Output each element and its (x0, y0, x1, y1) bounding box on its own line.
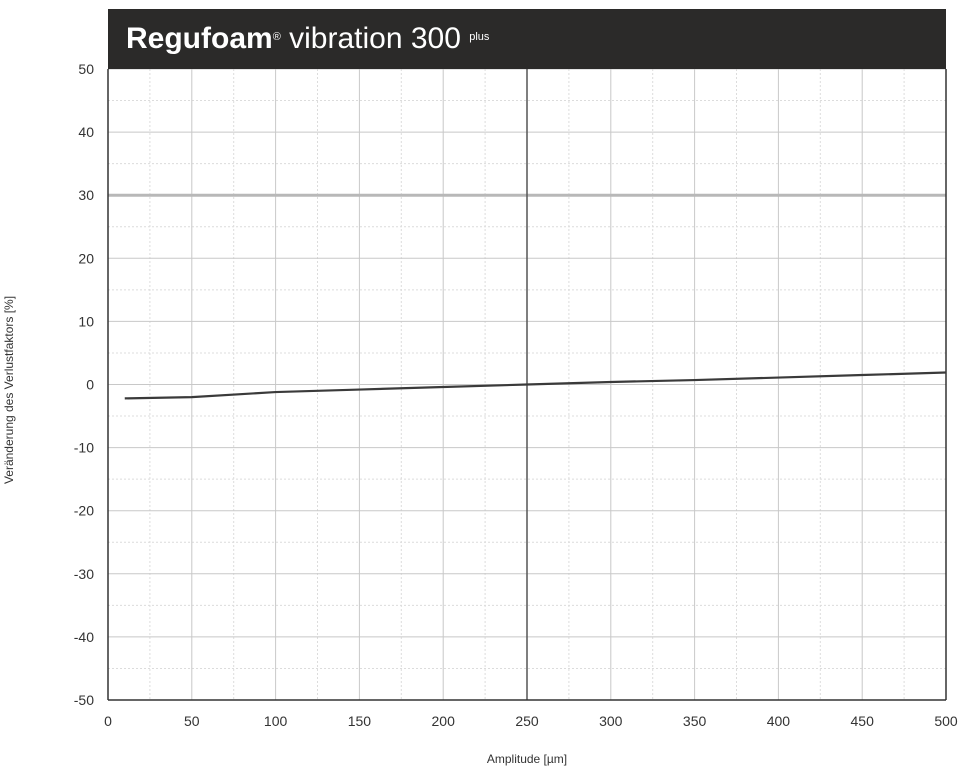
y-tick-label: -20 (74, 503, 94, 519)
y-tick-label: -40 (74, 629, 94, 645)
y-tick-label: 20 (78, 250, 94, 266)
y-tick-label: -50 (74, 692, 94, 708)
y-axis-label: Veränderung des Verlustfaktors [%] (2, 295, 16, 485)
x-tick-label: 300 (599, 713, 623, 729)
title-superscript: plus (469, 31, 490, 43)
y-tick-label: 0 (86, 377, 94, 393)
y-tick-label: 50 (78, 61, 94, 77)
x-axis-label: Amplitude [µm] (486, 752, 568, 766)
x-tick-label: 500 (934, 713, 958, 729)
x-tick-label: 400 (767, 713, 791, 729)
series-line (124, 371, 947, 400)
x-tick-label: 150 (348, 713, 372, 729)
title-registered-mark: ® (272, 31, 281, 43)
y-tick-label: -30 (74, 566, 94, 582)
x-tick-label: 350 (683, 713, 707, 729)
x-tick-label: 450 (851, 713, 875, 729)
y-tick-label: 40 (78, 124, 94, 140)
x-tick-label: 250 (515, 713, 539, 729)
y-tick-label: -10 (74, 440, 94, 456)
x-tick-label: 0 (104, 713, 112, 729)
y-tick-label: 30 (78, 187, 94, 203)
x-tick-label: 100 (264, 713, 288, 729)
title-product: vibration 300 (280, 22, 470, 55)
x-tick-label: 200 (432, 713, 456, 729)
x-tick-label: 50 (184, 713, 200, 729)
chart-title: Regufoam® vibration 300 plus (126, 21, 489, 57)
y-tick-label: 10 (78, 313, 94, 329)
chart-title-bar: Regufoam® vibration 300 plus (108, 9, 946, 69)
title-brand: Regufoam (126, 22, 273, 55)
